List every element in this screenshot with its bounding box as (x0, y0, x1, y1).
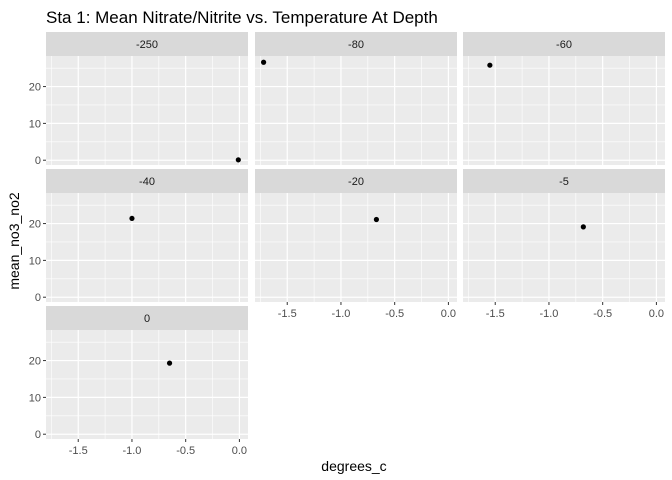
facet-strip-label: -80 (348, 39, 364, 51)
facet-panel: -40 0 10 20 (29, 169, 248, 304)
x-tick-label: 0.0 (441, 308, 456, 320)
y-tick-label: 0 (35, 292, 41, 304)
facet-strip (463, 32, 665, 56)
gridlines (463, 56, 665, 165)
facet-strip (46, 306, 248, 330)
x-tick-label: -1.5 (69, 445, 88, 457)
gridlines (46, 193, 248, 302)
facet-strip-label: -5 (559, 176, 569, 188)
facet-strip-label: -250 (136, 39, 158, 51)
facet-panel: -60 (463, 32, 665, 165)
facet-panels: -250 0 10 20 -80 -60 -40 0 10 20 -20 -1.5 -1.0 -0.5 0.… (29, 32, 665, 457)
x-tick-label: -1.5 (486, 308, 505, 320)
gridlines (255, 193, 457, 302)
y-tick-label: 10 (29, 118, 41, 130)
y-axis-title: mean_no3_no2 (6, 192, 22, 290)
facet-strip (46, 169, 248, 193)
gridlines (463, 193, 665, 302)
panel-background (463, 193, 665, 302)
facet-strip (46, 32, 248, 56)
panel-background (46, 56, 248, 165)
data-point (373, 216, 380, 223)
x-axis-title: degrees_c (321, 458, 386, 474)
facet-strip (463, 169, 665, 193)
facet-panel: -20 -1.5 -1.0 -0.5 0.0 (255, 169, 457, 320)
facet-panel: -5 -1.5 -1.0 -0.5 0.0 (463, 169, 665, 320)
facet-strip (255, 32, 457, 56)
chart-title: Sta 1: Mean Nitrate/Nitrite vs. Temperat… (46, 8, 438, 27)
data-point (260, 59, 267, 65)
y-tick-label: 20 (29, 82, 41, 94)
y-tick-label: 10 (29, 255, 41, 267)
x-tick-label: -0.5 (385, 308, 404, 320)
data-point (487, 62, 493, 68)
facet-panel: 0 0 10 20 -1.5 -1.0 -0.5 0.0 (29, 306, 248, 457)
data-point (235, 157, 241, 163)
gridlines (255, 56, 457, 165)
y-tick-label: 10 (29, 392, 41, 404)
gridlines (46, 330, 248, 439)
x-tick-label: -1.5 (278, 308, 297, 320)
panel-background (463, 56, 665, 165)
y-tick-label: 20 (29, 356, 41, 368)
data-point (129, 215, 135, 222)
gridlines (46, 56, 248, 165)
panel-background (46, 193, 248, 302)
x-tick-label: -1.0 (539, 308, 558, 320)
panel-background (255, 193, 457, 302)
data-point (580, 224, 586, 230)
facet-strip-label: -60 (556, 39, 572, 51)
x-tick-label: 0.0 (232, 445, 247, 457)
x-tick-label: -1.0 (122, 445, 141, 457)
facet-panel: -80 (255, 32, 457, 165)
facet-strip-label: -20 (348, 176, 364, 188)
x-tick-label: -0.5 (176, 445, 195, 457)
y-tick-label: 20 (29, 219, 41, 231)
facet-strip-label: -40 (139, 176, 155, 188)
panel-background (46, 330, 248, 439)
facet-panel: -250 0 10 20 (29, 32, 248, 167)
y-tick-label: 0 (35, 155, 41, 167)
x-tick-label: 0.0 (649, 308, 664, 320)
y-tick-label: 0 (35, 429, 41, 441)
facet-strip-label: 0 (144, 313, 150, 325)
data-point (166, 360, 173, 366)
panel-background (255, 56, 457, 165)
x-tick-label: -1.0 (331, 308, 350, 320)
x-tick-label: -0.5 (593, 308, 612, 320)
facet-strip (255, 169, 457, 193)
